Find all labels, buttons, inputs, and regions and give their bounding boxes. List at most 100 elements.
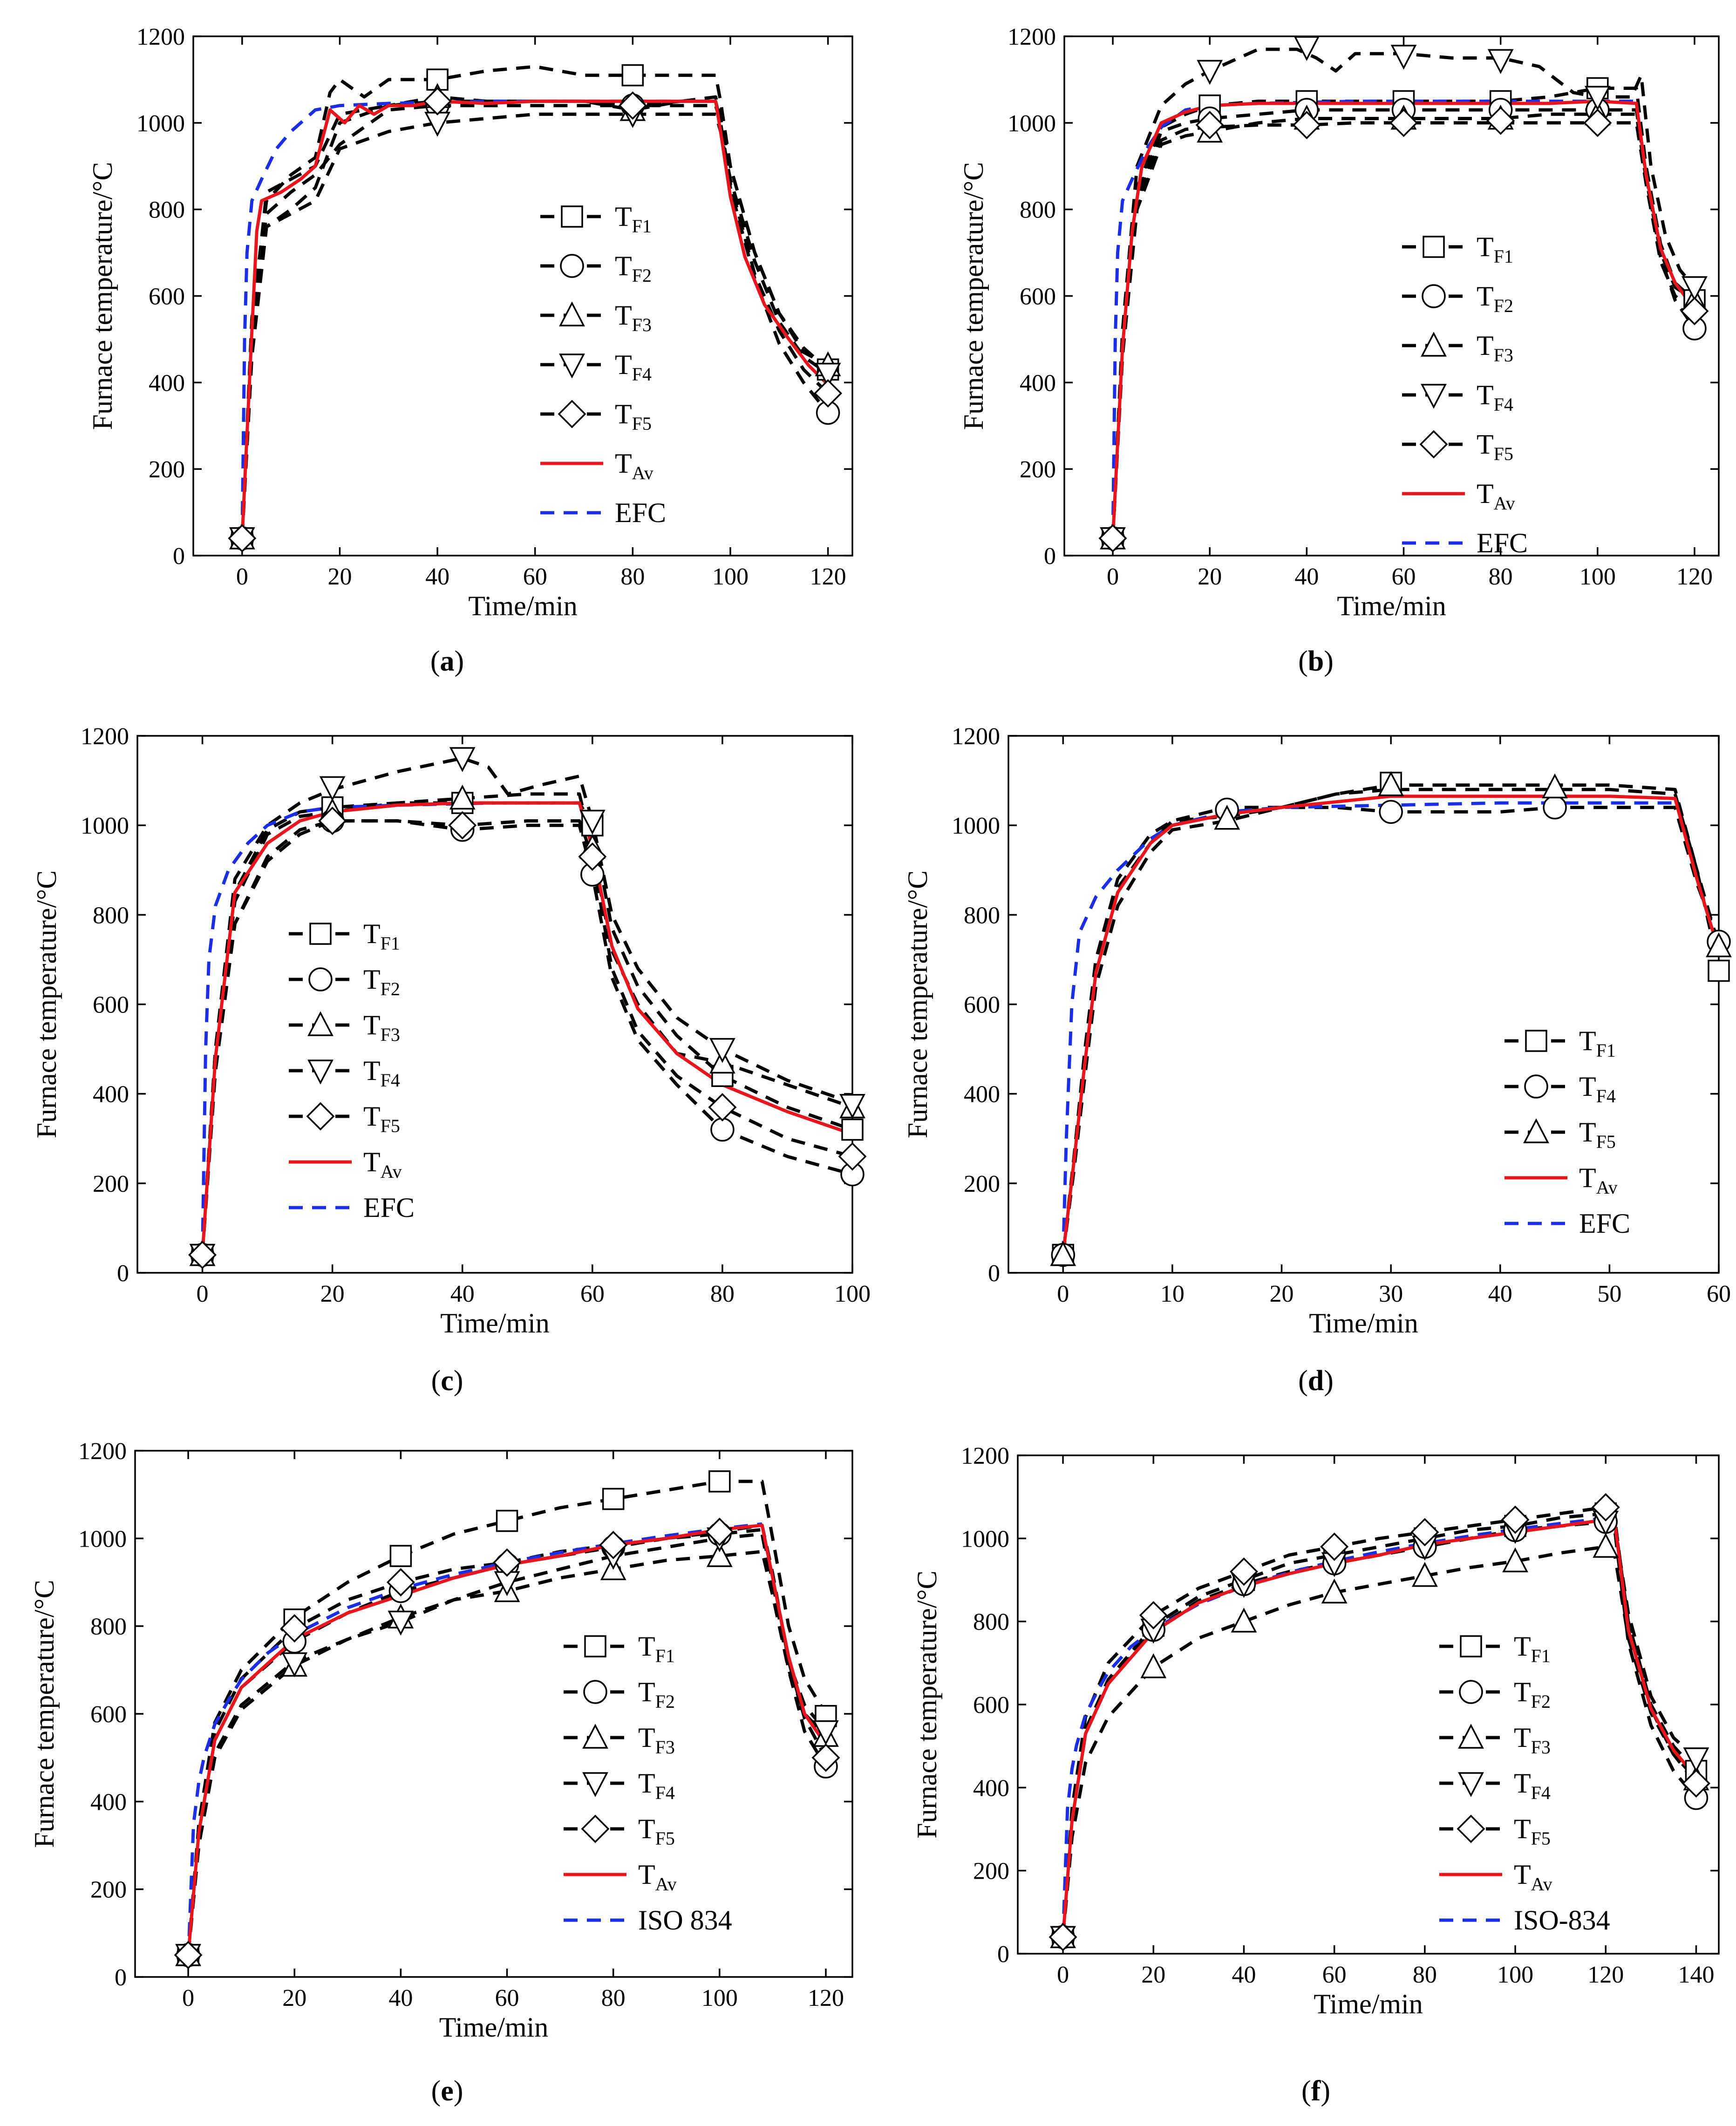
legend-label: TF5	[1477, 429, 1513, 464]
series-group	[186, 1480, 828, 1960]
x-tick-label: 80	[1413, 1962, 1437, 1988]
x-axis-label: Time/min	[439, 2012, 549, 2043]
y-tick-label: 200	[90, 1877, 127, 1903]
legend-label: TF1	[615, 201, 652, 237]
y-tick-label: 1000	[78, 1526, 127, 1552]
data-point-tf5	[1214, 804, 1240, 830]
y-tick-label: 800	[973, 1609, 1009, 1636]
legend-marker	[558, 400, 586, 428]
x-tick-label: 10	[1160, 1281, 1185, 1307]
data-point-tf2	[710, 1117, 735, 1142]
x-tick-label: 40	[425, 564, 449, 590]
x-axis-label: Time/min	[440, 1308, 550, 1338]
legend-label: TF3	[638, 1722, 675, 1758]
y-tick-label: 1200	[1008, 24, 1056, 50]
x-tick-label: 0	[1057, 1281, 1069, 1307]
y-axis-label: Furnace temperature/°C	[958, 162, 989, 430]
legend-entry-tf1: TF1	[564, 1631, 675, 1666]
series-line-tf3	[240, 95, 829, 538]
data-point-tf4	[1683, 1747, 1709, 1773]
data-point-tf5	[228, 524, 257, 553]
legend-marker	[309, 923, 332, 945]
legend-label: TAv	[1514, 1859, 1552, 1895]
data-point-tf3	[1231, 1607, 1257, 1633]
x-axis-label: Time/min	[1309, 1308, 1418, 1338]
data-point-tf1	[389, 1545, 412, 1567]
x-tick-label: 100	[712, 564, 749, 590]
legend-label: ISO 834	[638, 1905, 732, 1936]
x-tick-label: 0	[236, 564, 248, 590]
series-line-iso-834	[1061, 1516, 1606, 1937]
legend-marker	[1458, 1772, 1484, 1797]
data-point-tf1	[602, 1488, 625, 1510]
legend-entry-tf4: TF4	[1505, 1071, 1616, 1107]
x-tick-label: 40	[450, 1281, 475, 1307]
y-tick-label: 1000	[81, 813, 129, 839]
data-point-tf4	[839, 1094, 865, 1119]
data-point-tf4	[1584, 86, 1611, 111]
y-tick-label: 600	[1020, 284, 1056, 310]
x-tick-label: 60	[495, 1985, 519, 2011]
data-point-tf5	[1410, 1518, 1439, 1547]
legend-entry-tav: TAv	[1505, 1162, 1618, 1198]
y-tick-label: 800	[149, 197, 185, 224]
y-axis-label: Furnace temperature/°C	[29, 1580, 60, 1848]
series-line-tf1	[1111, 87, 1696, 538]
x-tick-label: 140	[1678, 1962, 1714, 1988]
panel-caption: (f)	[1301, 2075, 1330, 2107]
legend-entry-tf1: TF1	[1505, 1026, 1616, 1061]
data-point-tf5	[1486, 106, 1515, 135]
legend-entry-tf2: TF2	[540, 251, 652, 286]
x-tick-label: 100	[834, 1281, 871, 1307]
legend-label: TAv	[363, 1147, 402, 1182]
series-group	[1061, 1506, 1698, 1937]
y-tick-label: 1000	[952, 813, 1000, 839]
data-point-tf5	[1139, 1601, 1168, 1630]
x-tick-label: 60	[523, 564, 547, 590]
data-point-tf5	[448, 811, 477, 840]
legend-label: EFC	[615, 497, 666, 528]
series-line-tf4	[1061, 806, 1719, 1255]
x-tick-label: 20	[320, 1281, 345, 1307]
legend-entry-efc: EFC	[1505, 1208, 1630, 1239]
data-point-tf5	[811, 1743, 840, 1772]
legend-entry-tf5: TF5	[1402, 429, 1513, 464]
data-point-tf5	[1230, 1557, 1258, 1586]
y-tick-label: 200	[964, 1171, 1000, 1197]
data-point-tf3	[1502, 1547, 1528, 1573]
series-line-tf4	[201, 756, 852, 1255]
data-point-tf4	[1379, 800, 1403, 824]
legend-marker	[559, 301, 585, 326]
series-line-tf2	[1111, 108, 1696, 538]
legend-label: TF5	[1514, 1814, 1551, 1849]
legend-label: TF3	[615, 300, 652, 335]
y-axis-label: Furnace temperature/°C	[31, 870, 62, 1138]
legend-entry-iso-834: ISO 834	[564, 1905, 732, 1936]
data-point-tf4	[813, 1720, 839, 1746]
legend-label: TF1	[363, 918, 400, 954]
legend-label: ISO-834	[1514, 1905, 1610, 1936]
y-tick-label: 0	[988, 1260, 1000, 1287]
series-group	[1061, 783, 1719, 1256]
data-point-tf5	[1195, 111, 1224, 139]
panel-caption: (c)	[431, 1365, 463, 1397]
legend-marker	[560, 254, 584, 278]
panel-caption: (b)	[1298, 645, 1334, 677]
series-line-tf3	[201, 792, 852, 1255]
y-tick-label: 0	[997, 1941, 1009, 1968]
legend-marker	[1525, 1030, 1547, 1052]
legend-label: TAv	[615, 448, 654, 483]
legend-entry-tf3: TF3	[1439, 1722, 1551, 1758]
legend-marker	[306, 1102, 335, 1131]
legend-label: EFC	[1477, 528, 1528, 558]
x-tick-label: 30	[1379, 1281, 1403, 1307]
legend-entry-tav: TAv	[564, 1859, 677, 1895]
data-point-tf4	[1682, 276, 1708, 301]
series-line-tf5	[1061, 1506, 1698, 1937]
data-point-tf3	[1140, 1653, 1167, 1678]
chart-panel-e: 0 200 400 600 800 1000 1200 0 20 40 60 80 100 120 Time…	[29, 1438, 853, 2107]
y-tick-label: 1200	[78, 1438, 127, 1465]
legend-entry-tav: TAv	[289, 1147, 402, 1182]
legend-entry-efc: EFC	[540, 497, 666, 528]
series-line-efc	[201, 801, 579, 1255]
